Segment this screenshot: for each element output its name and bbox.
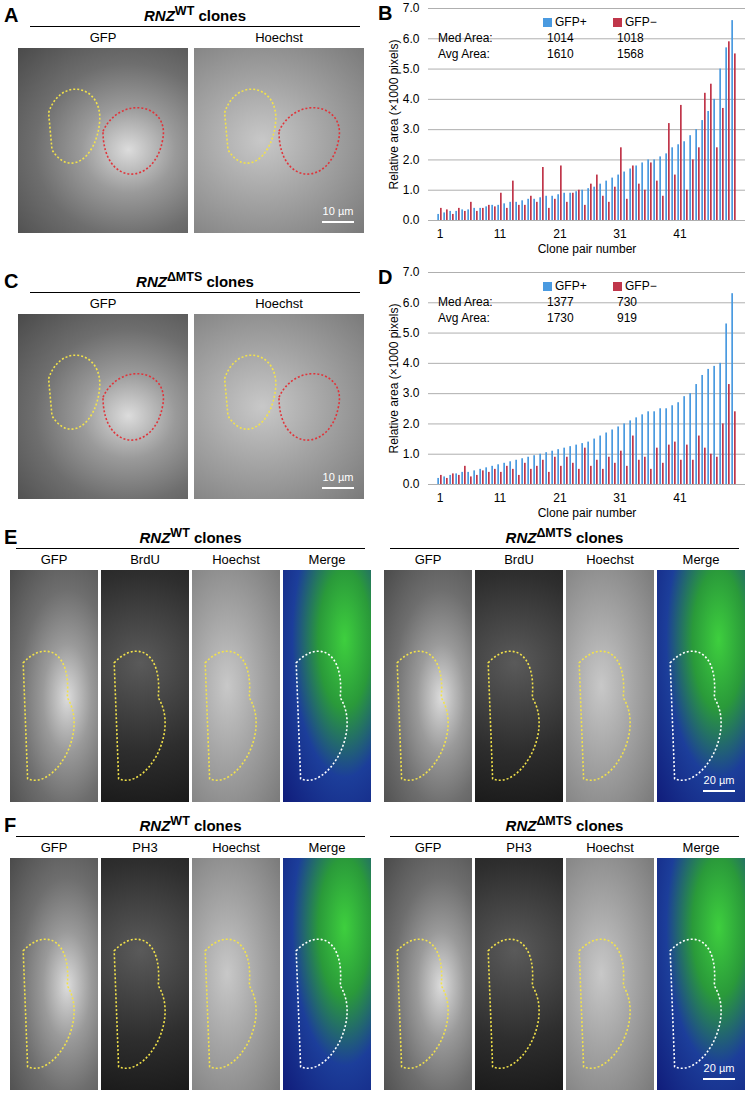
svg-text:4.0: 4.0 [403,92,420,106]
html-text:RNZΔMTSclones: RNZΔMTSclones [505,814,624,834]
svg-text:1.0: 1.0 [403,183,420,197]
html-text:Hoechst: Hoechst [212,552,260,567]
html-text:E: E [4,526,18,548]
svg-text:Relative area (×1000 pixels): Relative area (×1000 pixels) [387,40,401,190]
html-text:RNZWTclones: RNZWTclones [144,4,246,24]
html-text:PH3: PH3 [132,840,158,855]
svg-text:41: 41 [673,491,687,505]
html-text:Merge: Merge [682,840,720,855]
svg-text:2.0: 2.0 [403,153,420,167]
svg-text:41: 41 [673,227,687,241]
svg-text:2.0: 2.0 [403,417,420,431]
svg-text:7.0: 7.0 [403,265,420,279]
html-text:GFP: GFP [89,30,117,45]
html-text:BrdU: BrdU [130,552,160,567]
html-text:Med Area:: Med Area: [438,31,493,45]
html-text:20 µm: 20 µm [703,774,735,786]
svg-text:1: 1 [437,227,444,241]
svg-text:1.0: 1.0 [403,447,420,461]
html-text:GFP+: GFP+ [555,15,587,29]
html-text:RNZWTclones: RNZWTclones [139,526,242,546]
svg-text:6.0: 6.0 [403,32,420,46]
html-text:BrdU: BrdU [504,552,534,567]
html-text:GFP−: GFP− [625,15,657,29]
html-text:Hoechst: Hoechst [255,30,303,45]
html-text:919: 919 [617,311,637,325]
html-text:GFP: GFP [89,296,117,311]
html-text:Hoechst: Hoechst [586,840,634,855]
html-text:RNZΔMTSclones: RNZΔMTSclones [505,526,624,546]
html-text:1014: 1014 [547,31,574,45]
svg-text:5.0: 5.0 [403,326,420,340]
html-text:Merge: Merge [308,552,346,567]
html-text:1377: 1377 [547,295,574,309]
html-text:20 µm: 20 µm [703,1062,735,1074]
svg-text:7.0: 7.0 [403,1,420,15]
svg-text:3.0: 3.0 [403,122,420,136]
html-text:730: 730 [617,295,637,309]
html-text:Hoechst: Hoechst [255,296,303,311]
html-text:A: A [4,4,19,26]
html-text:10 µm: 10 µm [322,471,354,483]
html-text:1568: 1568 [617,47,644,61]
html-text:GFP+: GFP+ [555,279,587,293]
html-text:RNZΔMTSclones: RNZΔMTSclones [136,270,254,290]
svg-text:Clone pair number: Clone pair number [538,242,637,256]
html-text:Avg Area:: Avg Area: [438,311,490,325]
svg-text:11: 11 [494,491,507,505]
svg-text:Clone pair number: Clone pair number [538,506,637,520]
svg-text:21: 21 [553,227,567,241]
html-text:C: C [4,270,19,292]
svg-text:0.0: 0.0 [403,477,420,491]
svg-text:6.0: 6.0 [403,296,420,310]
html-text:1018: 1018 [617,31,644,45]
svg-text:4.0: 4.0 [403,356,420,370]
html-text:B: B [378,2,393,24]
html-text:GFP: GFP [414,840,442,855]
html-text:1730: 1730 [547,311,574,325]
html-text:Merge: Merge [682,552,720,567]
html-text:F: F [4,814,17,836]
svg-text:11: 11 [494,227,507,241]
svg-text:3.0: 3.0 [403,386,420,400]
html-text:Merge: Merge [308,840,346,855]
svg-text:21: 21 [553,491,567,505]
svg-text:0.0: 0.0 [403,213,420,227]
html-text:Hoechst: Hoechst [586,552,634,567]
svg-text:1: 1 [437,491,444,505]
html-text:GFP: GFP [40,840,68,855]
html-text:GFP: GFP [414,552,442,567]
svg-text:Relative area (×1000 pixels): Relative area (×1000 pixels) [387,304,401,454]
html-text:PH3: PH3 [506,840,532,855]
html-text:D: D [378,266,393,288]
html-text:10 µm: 10 µm [322,205,354,217]
html-text:RNZWTclones: RNZWTclones [139,814,242,834]
html-text:Avg Area:: Avg Area: [438,47,490,61]
svg-text:31: 31 [613,227,627,241]
svg-text:31: 31 [613,491,627,505]
svg-text:5.0: 5.0 [403,62,420,76]
html-text:Hoechst: Hoechst [212,840,260,855]
html-text:1610: 1610 [547,47,574,61]
html-text:GFP−: GFP− [625,279,657,293]
html-text:GFP: GFP [40,552,68,567]
html-text:Med Area:: Med Area: [438,295,493,309]
